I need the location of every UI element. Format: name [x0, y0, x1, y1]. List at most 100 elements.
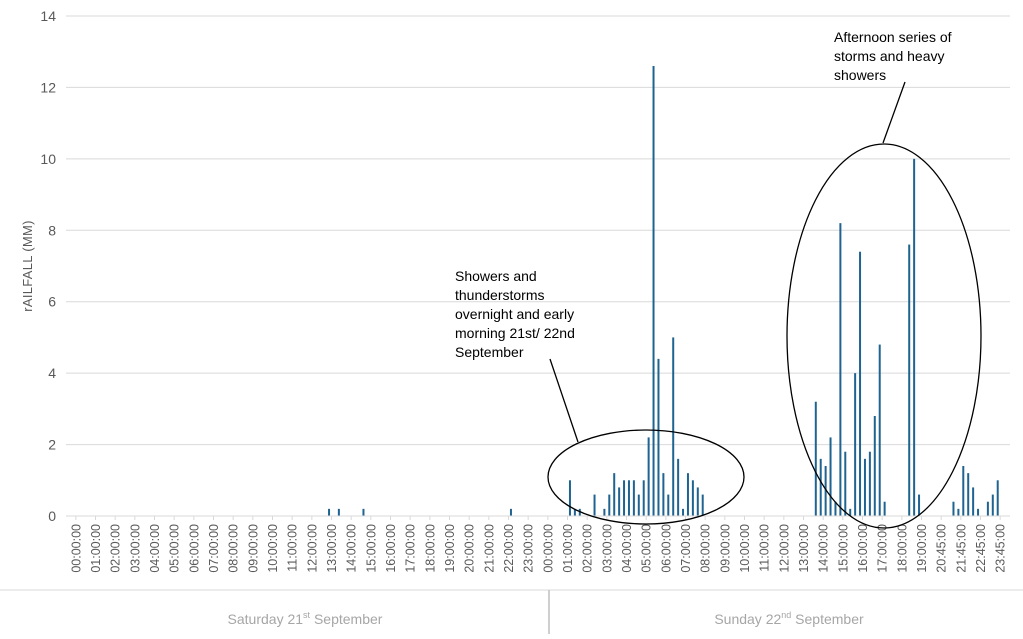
- annotation-afternoon: Afternoon series of storms and heavy sho…: [786, 29, 982, 529]
- x-tick-label: 21:45:00: [954, 524, 968, 573]
- x-tick-label: 04:00:00: [620, 524, 634, 573]
- x-tick-label: 18:00:00: [895, 524, 909, 573]
- bar: [696, 487, 699, 516]
- y-axis-ticks: 0 2 4 6 8 10 12 14: [40, 8, 56, 524]
- bar: [637, 494, 640, 516]
- annotation-line: showers: [834, 67, 886, 83]
- bar: [829, 437, 832, 516]
- x-tick-label: 11:00:00: [286, 524, 300, 572]
- y-tick-label: 2: [48, 437, 56, 453]
- x-tick-label: 06:00:00: [659, 524, 673, 573]
- bar: [972, 487, 975, 516]
- bar: [913, 158, 916, 517]
- x-tick-label: 03:00:00: [128, 524, 142, 573]
- bar: [652, 66, 655, 516]
- y-tick-label: 10: [40, 151, 56, 167]
- x-tick-label: 08:00:00: [227, 524, 241, 573]
- bar: [603, 508, 606, 516]
- bar: [578, 508, 581, 516]
- bar: [618, 487, 621, 516]
- x-tick-label: 15:00:00: [836, 524, 850, 573]
- annotation-line: morning 21st/ 22nd: [455, 325, 575, 341]
- x-tick-label: 20:00:00: [463, 524, 477, 573]
- bar: [328, 508, 331, 516]
- x-tick-label: 12:00:00: [305, 524, 319, 573]
- bar: [509, 508, 512, 516]
- bar: [996, 480, 999, 516]
- x-tick-label: 03:00:00: [600, 524, 614, 573]
- x-tick-label: 02:00:00: [109, 524, 123, 573]
- x-tick-label: 17:00:00: [876, 524, 890, 573]
- bar: [952, 501, 955, 516]
- x-tick-label: 09:00:00: [246, 524, 260, 573]
- bar: [672, 337, 675, 516]
- bar: [362, 508, 365, 516]
- bar: [844, 451, 847, 516]
- bar: [691, 480, 694, 516]
- y-tick-label: 14: [40, 8, 56, 24]
- bars: [328, 66, 999, 517]
- bar: [819, 458, 822, 516]
- annotation-ellipse-afternoon: [786, 143, 982, 529]
- y-tick-label: 4: [48, 365, 56, 381]
- bar: [962, 466, 965, 516]
- bar: [686, 473, 689, 516]
- bar: [824, 466, 827, 516]
- x-tick-label: 20:45:00: [935, 524, 949, 573]
- bar: [662, 473, 665, 516]
- x-tick-label: 14:00:00: [817, 524, 831, 573]
- bar: [647, 437, 650, 516]
- gridlines: [66, 15, 1010, 446]
- bar: [623, 480, 626, 516]
- x-tick-label: 17:00:00: [404, 524, 418, 573]
- bar: [883, 501, 886, 516]
- day-axis: Saturday 21st September Sunday 22nd Septe…: [0, 589, 1023, 634]
- bar: [657, 358, 660, 516]
- x-tick-label: 21:00:00: [482, 524, 496, 573]
- y-tick-label: 12: [40, 79, 56, 95]
- bar: [957, 508, 960, 516]
- x-tick-label: 00:00:00: [541, 524, 555, 573]
- bar: [859, 251, 862, 516]
- annotation-ellipse-overnight: [547, 429, 745, 525]
- bar: [834, 501, 837, 516]
- bar: [682, 508, 685, 516]
- bar: [337, 508, 340, 516]
- x-axis-ticks: 00:00:00 01:00:00 02:00:00 03:00:00 04:00:00…: [69, 516, 1008, 573]
- bar: [814, 401, 817, 516]
- annotation-line: September: [455, 344, 524, 360]
- y-tick-label: 0: [48, 508, 56, 524]
- annotation-pointer-overnight: [549, 358, 579, 443]
- y-axis-label: rAILFALL (MM): [20, 220, 35, 312]
- bar: [608, 494, 611, 516]
- x-tick-label: 07:00:00: [679, 524, 693, 573]
- x-tick-label: 10:00:00: [738, 524, 752, 573]
- bar: [667, 494, 670, 516]
- bar: [908, 244, 911, 516]
- annotation-line: storms and heavy: [834, 48, 945, 64]
- bar: [701, 494, 704, 516]
- annotation-line: thunderstorms: [455, 287, 544, 303]
- bar: [632, 480, 635, 516]
- annotation-line: overnight and early: [455, 306, 574, 322]
- x-tick-label: 23:00:00: [522, 524, 536, 573]
- x-tick-label: 16:00:00: [384, 524, 398, 573]
- x-tick-label: 13:00:00: [797, 524, 811, 573]
- x-tick-label: 01:00:00: [89, 524, 103, 573]
- x-tick-label: 02:00:00: [581, 524, 595, 573]
- bar: [854, 373, 857, 516]
- x-tick-label: 05:00:00: [640, 524, 654, 573]
- bar: [568, 480, 571, 516]
- annotation-pointer-afternoon: [882, 81, 906, 144]
- bar: [878, 344, 881, 516]
- bar: [593, 494, 596, 516]
- bar: [849, 508, 852, 516]
- annotation-line: Showers and: [455, 268, 537, 284]
- x-tick-label: 23:45:00: [994, 524, 1008, 573]
- annotation-line: Afternoon series of: [834, 29, 952, 45]
- x-tick-label: 18:00:00: [423, 524, 437, 573]
- bar: [868, 451, 871, 516]
- bar: [991, 494, 994, 516]
- x-tick-label: 14:00:00: [345, 524, 359, 573]
